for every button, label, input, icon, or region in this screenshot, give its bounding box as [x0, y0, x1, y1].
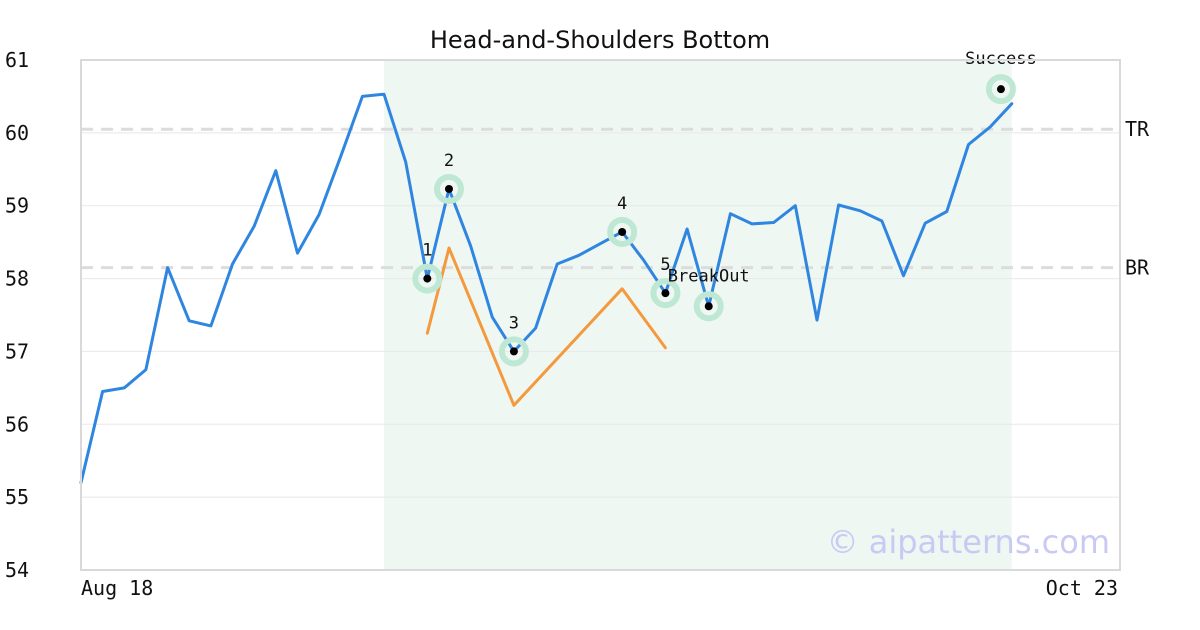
y-tick-label: 59 — [5, 194, 29, 218]
series-line-1 — [79, 92, 1014, 485]
point-marker — [444, 184, 453, 193]
reference-label-br: BR — [1125, 256, 1150, 280]
reference-label-tr: TR — [1125, 117, 1150, 141]
point-label: 4 — [617, 194, 627, 214]
chart-title: Head-and-Shoulders Bottom — [430, 26, 770, 54]
point-marker — [618, 227, 627, 236]
y-tick-label: 57 — [5, 339, 29, 363]
point-marker-halo — [412, 263, 443, 294]
point-label: 5 — [660, 255, 670, 275]
reference-lines: TR BR — [81, 117, 1150, 280]
y-tick-label: 55 — [5, 485, 29, 509]
watermark: © aipatterns.com — [827, 523, 1110, 561]
point-marker-halo — [498, 336, 529, 367]
point-marker — [704, 302, 713, 311]
point-label: BreakOut — [668, 266, 750, 286]
y-tick-label: 56 — [5, 412, 29, 436]
y-tick-label: 61 — [5, 48, 29, 72]
point-marker-halo — [433, 173, 464, 204]
point-label: 1 — [422, 241, 432, 261]
point-marker-halo — [650, 278, 681, 309]
point-marker — [423, 274, 432, 283]
y-tick-label: 60 — [5, 121, 29, 145]
x-tick-end: Oct 23 — [1046, 576, 1118, 600]
x-tick-start: Aug 18 — [81, 576, 153, 600]
point-marker — [509, 347, 518, 356]
point-marker — [996, 85, 1005, 94]
plot-frame — [80, 59, 1121, 571]
y-tick-label: 54 — [5, 558, 29, 582]
point-marker-halo — [985, 74, 1016, 105]
point-label: 3 — [509, 313, 519, 333]
y-axis-ticks: 54 55 56 57 58 59 60 61 — [5, 48, 29, 582]
point-marker-halo — [607, 216, 638, 247]
point-marker — [661, 289, 670, 298]
point-label: 2 — [444, 151, 454, 171]
point-marker-halo — [693, 291, 724, 322]
y-tick-label: 58 — [5, 267, 29, 291]
